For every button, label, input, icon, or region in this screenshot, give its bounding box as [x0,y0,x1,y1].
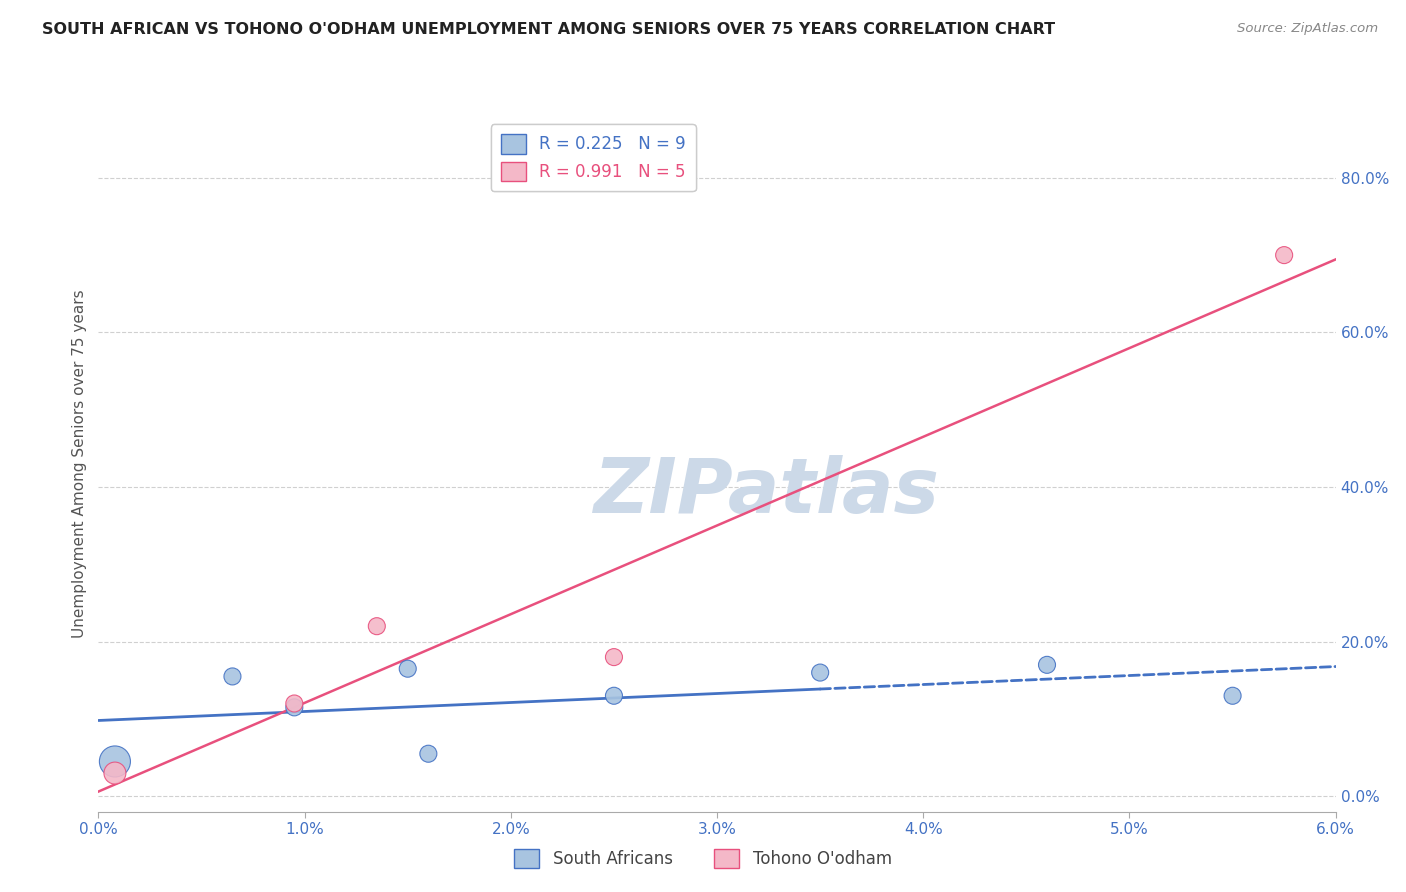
Point [603,650,626,665]
Point [396,662,419,676]
Text: ZIPatlas: ZIPatlas [593,455,939,529]
Legend: South Africans, Tohono O'odham: South Africans, Tohono O'odham [508,842,898,875]
Point [603,689,626,703]
Point [1036,657,1059,672]
Point [221,669,243,683]
Point [283,697,305,711]
Text: Source: ZipAtlas.com: Source: ZipAtlas.com [1237,22,1378,36]
Y-axis label: Unemployment Among Seniors over 75 years: Unemployment Among Seniors over 75 years [72,290,87,638]
Text: SOUTH AFRICAN VS TOHONO O'ODHAM UNEMPLOYMENT AMONG SENIORS OVER 75 YEARS CORRELA: SOUTH AFRICAN VS TOHONO O'ODHAM UNEMPLOY… [42,22,1056,37]
Point [1272,248,1295,262]
Point [283,700,305,714]
Point [104,766,127,780]
Point [1222,689,1244,703]
Point [104,755,127,769]
Point [366,619,388,633]
Legend: R = 0.225   N = 9, R = 0.991   N = 5: R = 0.225 N = 9, R = 0.991 N = 5 [491,124,696,191]
Point [418,747,440,761]
Point [808,665,831,680]
